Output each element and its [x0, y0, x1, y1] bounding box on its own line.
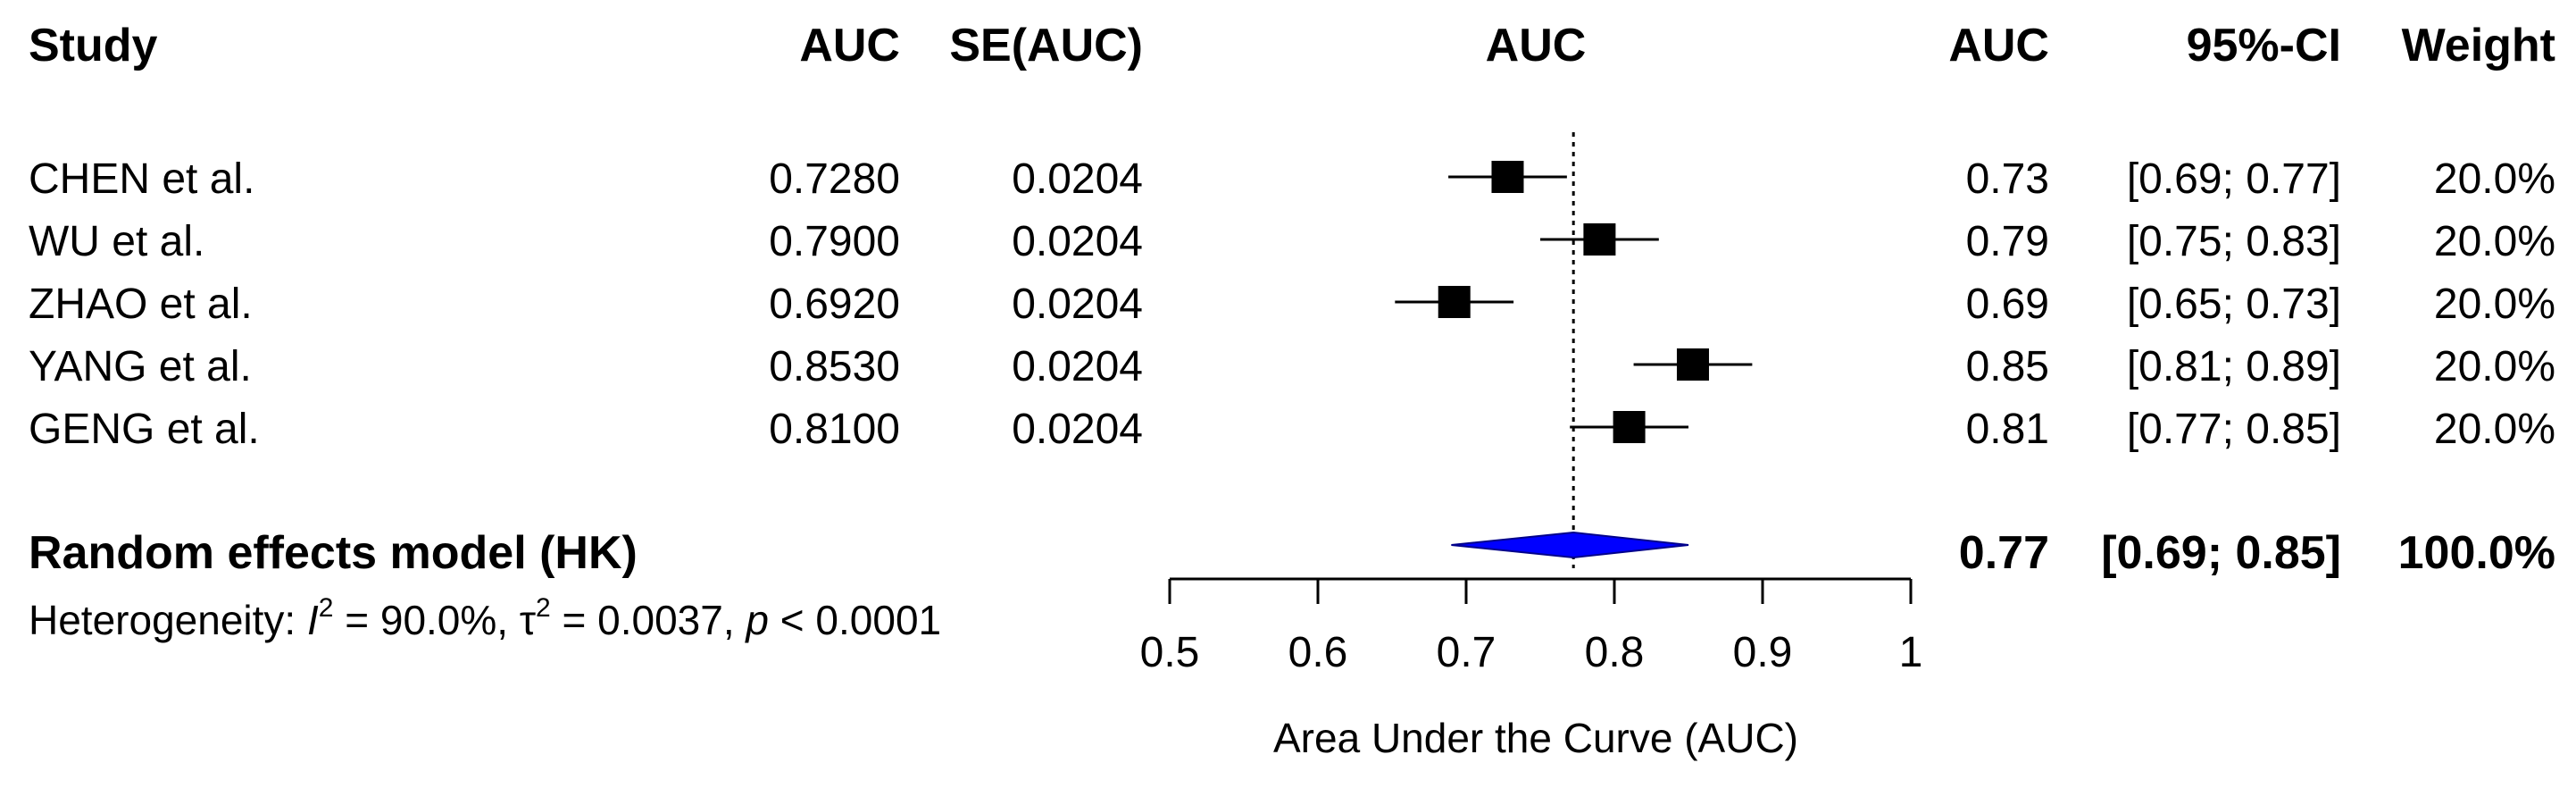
header-auc-right: AUC [1948, 20, 2049, 71]
study-name: CHEN et al. [29, 155, 254, 203]
study-ci: [0.69; 0.77] [2127, 155, 2341, 203]
header-weight: Weight [2402, 20, 2555, 71]
study-weight: 20.0% [2434, 218, 2555, 265]
study-weight: 20.0% [2434, 406, 2555, 453]
x-tick-label: 0.6 [1288, 629, 1348, 676]
header-ci: 95%-CI [2187, 20, 2341, 71]
study-name: GENG et al. [29, 406, 260, 453]
study-se: 0.0204 [1012, 155, 1143, 203]
study-se: 0.0204 [1012, 281, 1143, 328]
header-auc: AUC [799, 20, 900, 71]
study-ci: [0.65; 0.73] [2127, 281, 2341, 328]
heterogeneity-text: Heterogeneity: I2 = 90.0%, τ2 = 0.0037, … [29, 593, 941, 643]
x-tick-label: 0.7 [1437, 629, 1496, 676]
table-row: YANG et al. 0.8530 0.0204 0.85 [0.81; 0.89] 2… [29, 343, 2555, 390]
study-weight: 20.0% [2434, 155, 2555, 203]
x-axis-label: Area Under the Curve (AUC) [1273, 715, 1798, 761]
study-auc: 0.8530 [769, 343, 900, 390]
study-weight: 20.0% [2434, 281, 2555, 328]
point-marker [1676, 348, 1709, 381]
study-name: YANG et al. [29, 343, 252, 390]
study-auc: 0.7900 [769, 218, 900, 265]
study-rows: CHEN et al. 0.7280 0.0204 0.73 [0.69; 0.77] 2… [29, 155, 2555, 453]
pooled-label: Random effects model (HK) [29, 527, 638, 579]
study-auc: 0.8100 [769, 406, 900, 453]
table-row: GENG et al. 0.8100 0.0204 0.81 [0.77; 0.85] 2… [29, 406, 2555, 453]
plot-marks [1395, 132, 1753, 568]
header-plot-title: AUC [1486, 20, 1587, 71]
table-row: ZHAO et al. 0.6920 0.0204 0.69 [0.65; 0.73] 2… [29, 281, 2555, 328]
pooled-auc: 0.77 [1959, 527, 2049, 579]
study-ci: [0.75; 0.83] [2127, 218, 2341, 265]
study-name: ZHAO et al. [29, 281, 253, 328]
point-marker [1583, 223, 1616, 256]
pooled-ci: [0.69; 0.85] [2101, 527, 2341, 579]
pooled-diamond [1451, 531, 1689, 559]
study-ci: [0.77; 0.85] [2127, 406, 2341, 453]
study-se: 0.0204 [1012, 218, 1143, 265]
study-auc-short: 0.69 [1966, 281, 2049, 328]
study-auc-short: 0.73 [1966, 155, 2049, 203]
study-auc-short: 0.79 [1966, 218, 2049, 265]
header-se-auc: SE(AUC) [949, 20, 1143, 71]
x-tick-label: 1 [1899, 629, 1923, 676]
point-marker [1491, 161, 1524, 193]
study-auc-short: 0.85 [1966, 343, 2049, 390]
point-marker [1613, 411, 1646, 443]
x-axis: 0.5 0.6 0.7 0.8 0.9 1 [1140, 577, 1923, 676]
x-tick-label: 0.9 [1733, 629, 1793, 676]
study-weight: 20.0% [2434, 343, 2555, 390]
study-ci: [0.81; 0.89] [2127, 343, 2341, 390]
study-auc: 0.6920 [769, 281, 900, 328]
study-auc-short: 0.81 [1966, 406, 2049, 453]
x-tick-label: 0.5 [1140, 629, 1200, 676]
pooled-weight: 100.0% [2398, 527, 2555, 579]
point-marker [1438, 286, 1471, 318]
study-name: WU et al. [29, 218, 204, 265]
table-row: WU et al. 0.7900 0.0204 0.79 [0.75; 0.83] 20.… [29, 218, 2555, 265]
study-auc: 0.7280 [769, 155, 900, 203]
table-row: CHEN et al. 0.7280 0.0204 0.73 [0.69; 0.77] 2… [29, 155, 2555, 203]
header-study: Study [29, 20, 158, 71]
study-se: 0.0204 [1012, 406, 1143, 453]
study-se: 0.0204 [1012, 343, 1143, 390]
x-tick-label: 0.8 [1585, 629, 1645, 676]
